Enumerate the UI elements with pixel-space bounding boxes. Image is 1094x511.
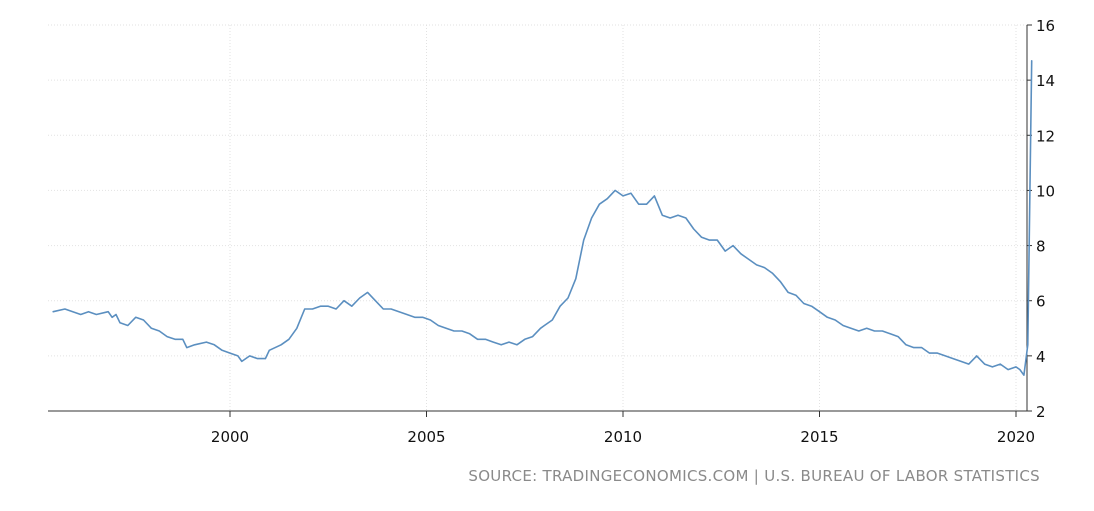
gridlines: [48, 24, 1027, 411]
y-tick-label: 6: [1036, 293, 1046, 311]
y-tick-label: 8: [1036, 238, 1046, 256]
x-tick-label: 2000: [211, 428, 249, 446]
x-tick-label: 2015: [800, 428, 838, 446]
source-attribution: SOURCE: TRADINGECONOMICS.COM | U.S. BURE…: [468, 467, 1040, 485]
y-tick-label: 14: [1036, 72, 1055, 90]
y-tick-label: 16: [1036, 17, 1055, 35]
x-tick-label: 2020: [997, 428, 1035, 446]
series-layer: [52, 60, 1033, 376]
x-tick-label: 2005: [407, 428, 445, 446]
axes: [48, 24, 1032, 417]
series-line: [52, 60, 1033, 376]
x-tick-label: 2010: [604, 428, 642, 446]
y-tick-label: 2: [1036, 403, 1046, 421]
y-tick-label: 10: [1036, 182, 1055, 200]
y-tick-label: 4: [1036, 348, 1046, 366]
y-tick-label: 12: [1036, 127, 1055, 145]
